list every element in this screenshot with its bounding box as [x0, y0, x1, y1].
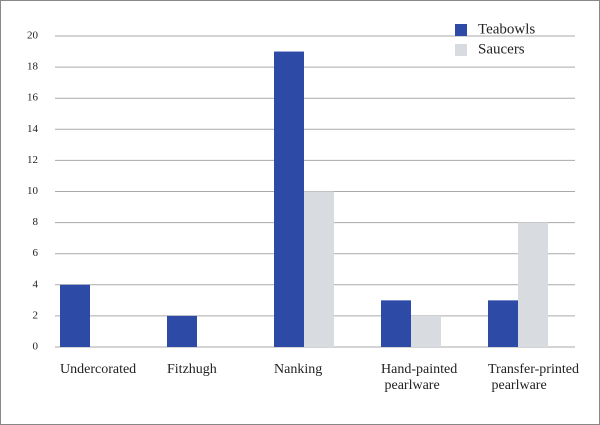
bar: [60, 284, 90, 347]
y-tick-label: 10: [27, 185, 39, 197]
bar: [411, 315, 441, 347]
y-tick-label: 18: [27, 61, 39, 73]
legend-swatch: [455, 44, 467, 56]
y-tick-label: 12: [27, 154, 38, 166]
bar: [381, 300, 411, 347]
y-tick-label: 8: [33, 216, 39, 228]
legend-label: Saucers: [478, 41, 525, 57]
y-tick-label: 2: [33, 309, 39, 321]
bar: [274, 51, 304, 348]
y-tick-label: 14: [27, 123, 39, 135]
x-tick-label: Nanking: [274, 362, 322, 377]
y-tick-label: 20: [27, 30, 39, 42]
x-tick-label: Transfer-printed pearlware: [488, 362, 579, 393]
bar: [304, 191, 334, 347]
bar: [167, 315, 197, 347]
y-tick-label: 4: [33, 278, 39, 290]
legend-swatch: [455, 24, 467, 36]
y-tick-label: 16: [27, 92, 39, 104]
y-tick-label: 0: [33, 341, 39, 353]
bar: [518, 222, 548, 347]
bar: [488, 300, 518, 347]
y-tick-label: 6: [33, 247, 39, 259]
x-tick-label: Undercorated: [60, 362, 136, 377]
x-tick-label: Fitzhugh: [167, 362, 217, 377]
x-tick-label: Hand-painted pearlware: [381, 362, 457, 393]
legend-label: Teabowls: [478, 21, 535, 37]
